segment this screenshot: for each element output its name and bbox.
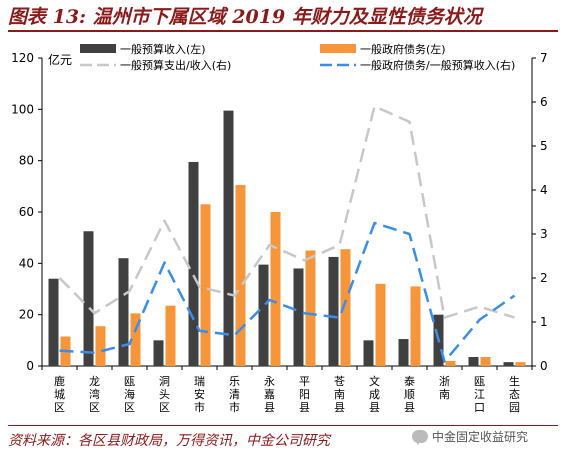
category-labels: 鹿城区 龙湾区 瓯海区 洞头区 瑞安市 乐清市 永嘉县 平阳县 苍南县 文成县 泰顺县 浙南 瓯江口 生态… <box>54 374 520 414</box>
title-divider <box>8 30 558 32</box>
y-tick-label-left: 60 <box>19 205 34 219</box>
bar-revenue <box>363 340 374 366</box>
bar-debt <box>515 362 526 366</box>
category-label: 鹿城区 <box>54 374 65 414</box>
category-label: 文成县 <box>369 374 380 414</box>
y-axis-unit-label: 亿元 <box>48 52 72 67</box>
source-divider <box>8 425 558 426</box>
bar-revenue <box>293 268 304 366</box>
y-tick-label-right: 1 <box>540 315 548 329</box>
y-tick-label-right: 5 <box>540 139 548 153</box>
category-label: 永嘉县 <box>264 374 275 414</box>
y-tick-label-left: 0 <box>26 359 34 373</box>
bar-debt <box>95 326 106 366</box>
category-label: 平阳县 <box>299 375 310 414</box>
bar-debt <box>480 357 491 366</box>
category-label: 瑞安市 <box>194 374 205 414</box>
bar-revenue <box>398 339 409 366</box>
y-tick-label-right: 0 <box>540 359 548 373</box>
watermark-text: 中金固定收益研究 <box>432 430 529 444</box>
bar-revenue <box>468 357 479 366</box>
bar-revenue <box>328 256 339 366</box>
y-tick-label-left: 80 <box>19 154 34 168</box>
line-debt-ratio <box>59 221 516 363</box>
legend-expense-ratio-label: 一般预算支出/收入(右) <box>120 58 231 72</box>
bar-debt <box>445 360 456 366</box>
y-tick-label-left: 120 <box>11 51 34 65</box>
legend-debt-ratio-label: 一般政府债务/一般预算收入(右) <box>360 58 515 72</box>
watermark: 中金固定收益研究 <box>412 428 528 445</box>
y-tick-label-left: 100 <box>11 102 34 116</box>
category-label: 生态园 <box>509 374 520 414</box>
bars <box>48 110 526 366</box>
legend: 一般预算收入(左) 一般政府债务(左) 一般预算支出/收入(右) 一般政府债务/一般预… <box>80 42 515 72</box>
bar-debt <box>130 313 141 366</box>
bar-revenue <box>118 258 129 366</box>
bar-debt <box>235 185 246 366</box>
y-tick-label-right: 2 <box>540 271 548 285</box>
bar-debt <box>305 250 316 366</box>
lines <box>58 105 516 363</box>
bar-revenue <box>258 264 269 366</box>
wechat-icon <box>412 430 428 445</box>
bar-revenue <box>223 110 234 366</box>
axes: 0 20 40 60 80 100 120 0 1 2 3 4 5 6 7 亿元 <box>11 51 548 373</box>
bar-revenue <box>48 278 59 366</box>
y-tick-label-right: 6 <box>540 95 548 109</box>
category-label: 瓯海区 <box>124 375 135 414</box>
category-label: 苍南县 <box>334 375 345 414</box>
category-label: 瓯江口 <box>474 375 485 414</box>
category-label: 泰顺县 <box>404 374 415 414</box>
page-title: 图表 13: 温州市下属区域 2019 年财力及显性债务状况 <box>8 6 482 28</box>
legend-debt-label: 一般政府债务(左) <box>360 42 446 56</box>
category-label: 洞头区 <box>159 375 170 414</box>
bar-debt <box>165 305 176 366</box>
y-tick-label-left: 40 <box>19 256 34 270</box>
bar-revenue <box>83 231 94 366</box>
source-note: 资料来源：各区县财政局，万得资讯，中金公司研究 <box>8 433 330 449</box>
category-label: 浙南 <box>439 375 450 401</box>
category-label: 乐清市 <box>229 375 240 414</box>
legend-debt-swatch <box>320 44 356 53</box>
bar-revenue <box>503 362 514 366</box>
line-expense-ratio <box>58 105 515 319</box>
bar-debt <box>200 204 211 366</box>
legend-revenue-label: 一般预算收入(左) <box>120 42 206 56</box>
bar-debt <box>410 286 421 366</box>
category-label: 龙湾区 <box>89 375 100 414</box>
y-tick-label-right: 3 <box>540 227 548 241</box>
bar-revenue <box>153 340 164 366</box>
y-tick-label-left: 20 <box>19 308 34 322</box>
bar-debt <box>270 212 281 366</box>
bar-revenue <box>188 161 199 366</box>
legend-revenue-swatch <box>80 44 116 53</box>
y-tick-label-right: 4 <box>540 183 548 197</box>
y-tick-label-right: 7 <box>540 51 548 65</box>
bar-debt <box>340 249 351 366</box>
bar-debt <box>375 283 386 366</box>
